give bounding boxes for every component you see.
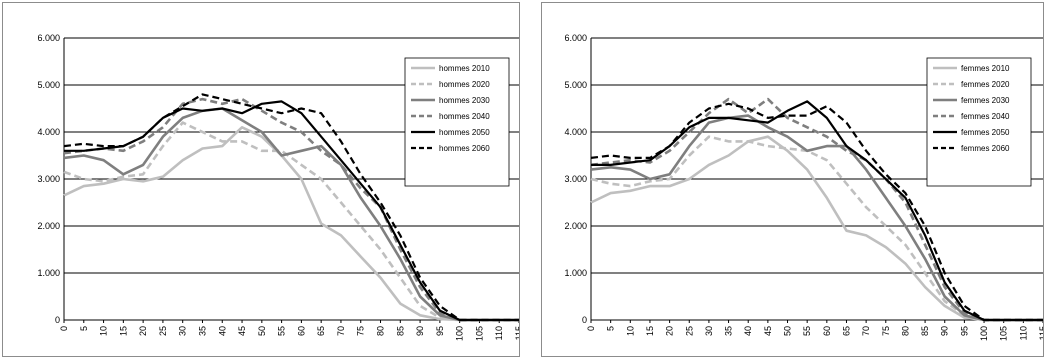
legend-label: hommes 2010 [439, 64, 490, 73]
x-tick-label: 25 [158, 326, 168, 336]
x-tick-label: 110 [1018, 326, 1028, 340]
y-tick-label: 2.000 [564, 221, 587, 231]
x-tick-label: 45 [763, 326, 773, 336]
chart-femmes-svg: 0 1.000 2.000 3.000 4.000 5.000 6.000 0 5 10 15 20 2… [564, 33, 1043, 341]
x-tick-label: 80 [900, 326, 910, 336]
x-tick-label: 0 [59, 326, 69, 331]
x-tick-label: 70 [861, 326, 871, 336]
x-tick-label: 35 [197, 326, 207, 336]
y-tick-label: 5.000 [37, 80, 60, 90]
x-tick-label: 0 [586, 326, 596, 331]
x-tick-label: 95 [959, 326, 969, 336]
x-tick-label: 5 [79, 326, 89, 331]
x-tick-label: 80 [376, 326, 386, 336]
x-tick-label: 40 [743, 326, 753, 336]
series-line [63, 93, 519, 322]
x-tick-label: 15 [645, 326, 655, 336]
y-tick-label: 3.000 [37, 174, 60, 184]
legend-label: femmes 2020 [961, 80, 1010, 89]
legend-label: femmes 2050 [961, 128, 1010, 137]
x-tick-label: 85 [395, 326, 405, 336]
x-tick-label: 115 [514, 326, 519, 340]
legend-label: hommes 2020 [439, 80, 490, 89]
x-tick-label: 55 [802, 326, 812, 336]
x-tick-label: 10 [99, 326, 109, 336]
y-tick-label: 3.000 [564, 174, 587, 184]
x-tick-label: 30 [704, 326, 714, 336]
y-tick-label: 4.000 [564, 127, 587, 137]
legend-box [926, 57, 1032, 187]
x-tick-label: 30 [178, 326, 188, 336]
x-tick-label: 75 [881, 326, 891, 336]
y-tick-label: 1.000 [37, 268, 60, 278]
chart-hommes-svg: 0 1.000 2.000 3.000 4.000 5.000 6.000 0 5 10 15 20 2… [37, 33, 519, 341]
legend-label: femmes 2030 [961, 96, 1010, 105]
legend-label: hommes 2050 [439, 128, 490, 137]
series-line [63, 107, 519, 322]
x-tick-label: 90 [415, 326, 425, 336]
x-tick-label: 5 [606, 326, 616, 331]
x-tick-label: 95 [435, 326, 445, 336]
x-tick-label: 35 [724, 326, 734, 336]
x-tick-label: 90 [940, 326, 950, 336]
chart-hommes: 0 1.000 2.000 3.000 4.000 5.000 6.000 0 5 10 15 20 2… [2, 2, 520, 357]
legend-label: hommes 2040 [439, 112, 490, 121]
legend-label: hommes 2030 [439, 96, 490, 105]
series-line [590, 97, 1043, 322]
x-tick-label: 70 [336, 326, 346, 336]
x-tick-label: 75 [356, 326, 366, 336]
x-tick-label: 45 [237, 326, 247, 336]
y-tick-label: 0 [55, 315, 60, 325]
y-tick-label: 0 [582, 315, 587, 325]
chart-femmes: 0 1.000 2.000 3.000 4.000 5.000 6.000 0 5 10 15 20 2… [541, 2, 1044, 357]
x-tick-label: 55 [277, 326, 287, 336]
x-tick-label: 20 [665, 326, 675, 336]
x-tick-label: 100 [455, 326, 465, 341]
legend-label: hommes 2060 [439, 144, 490, 153]
series-line [63, 97, 519, 322]
x-tick-label: 40 [217, 326, 227, 336]
series-line [590, 135, 1043, 322]
y-tick-label: 5.000 [564, 80, 587, 90]
legend-label: femmes 2060 [961, 144, 1010, 153]
x-tick-label: 105 [999, 326, 1009, 341]
x-tick-label: 60 [296, 326, 306, 336]
y-tick-label: 1.000 [564, 268, 587, 278]
x-tick-label: 105 [474, 326, 484, 341]
x-tick-label: 15 [118, 326, 128, 336]
x-tick-label: 20 [138, 326, 148, 336]
x-tick-label: 60 [822, 326, 832, 336]
x-tick-label: 50 [783, 326, 793, 336]
x-tick-label: 65 [841, 326, 851, 336]
series-line [590, 135, 1043, 322]
y-tick-label: 2.000 [37, 221, 60, 231]
legend-box [404, 57, 510, 187]
y-tick-label: 6.000 [37, 33, 60, 43]
series-line [590, 114, 1043, 322]
x-tick-label: 10 [625, 326, 635, 336]
x-tick-label: 50 [257, 326, 267, 336]
legend-label: femmes 2040 [961, 112, 1010, 121]
y-tick-label: 6.000 [564, 33, 587, 43]
series-line [590, 102, 1043, 322]
x-tick-label: 100 [979, 326, 989, 341]
x-tick-label: 65 [316, 326, 326, 336]
x-tick-label: 25 [684, 326, 694, 336]
series-line [63, 121, 519, 322]
x-tick-label: 115 [1038, 326, 1043, 340]
y-tick-label: 4.000 [37, 127, 60, 137]
legend-label: femmes 2010 [961, 64, 1010, 73]
x-tick-label: 85 [920, 326, 930, 336]
x-tick-label: 110 [494, 326, 504, 340]
